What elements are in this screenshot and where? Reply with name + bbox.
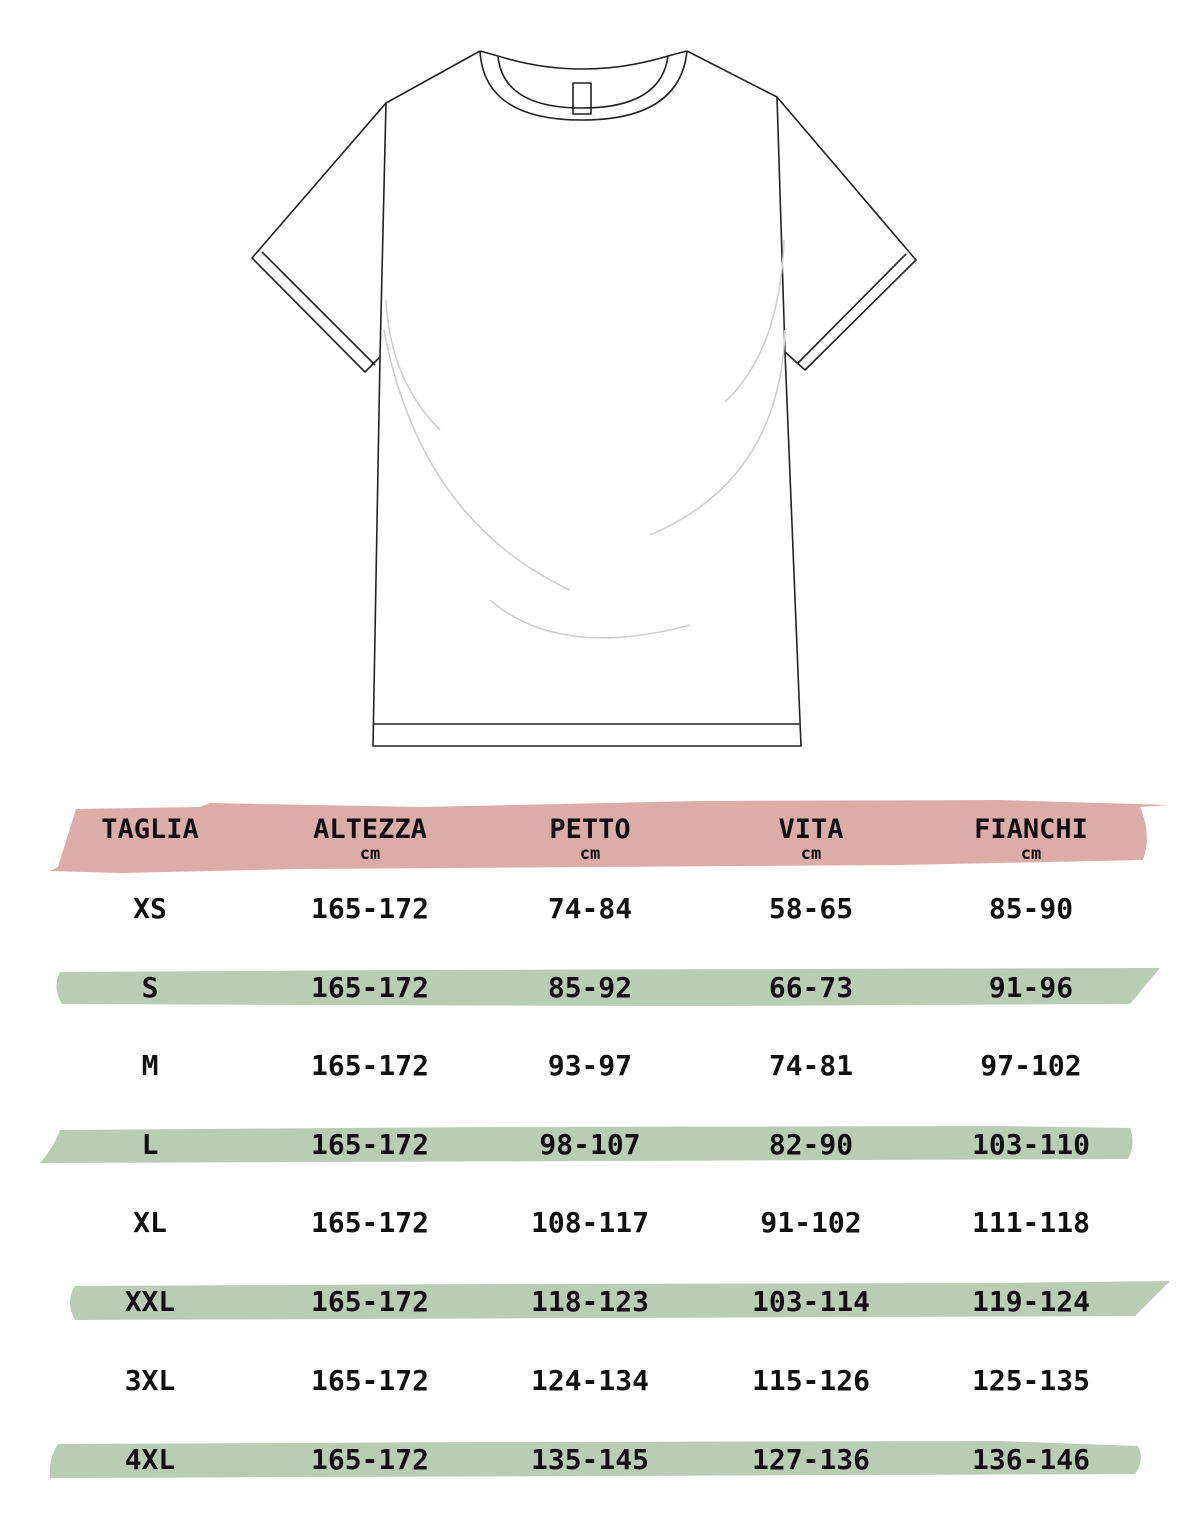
measure-cell-vita: 66-73 [768, 971, 854, 1004]
right-sleeve-cuff [796, 253, 907, 365]
measure-cell-vita: 127-136 [751, 1443, 870, 1476]
column-header-unit: cm [359, 844, 381, 864]
measure-cell-vita: 82-90 [768, 1128, 854, 1161]
column-header-label: VITA [778, 814, 844, 845]
measure-cell-vita: 103-114 [751, 1285, 870, 1318]
column-header-label: PETTO [549, 814, 631, 845]
table-row: XS 165-172 74-84 58-65 85-90 [0, 889, 1200, 929]
row-highlight-band [70, 1281, 1170, 1320]
size-cell: S [141, 971, 159, 1004]
table-row: 3XL 165-172 124-134 115-126 125-135 [0, 1361, 1200, 1401]
size-cell: L [141, 1128, 159, 1161]
size-cell: XL [133, 1206, 167, 1239]
measure-cell-fianchi: 111-118 [971, 1206, 1090, 1239]
measure-cell-petto: 85-92 [547, 971, 633, 1004]
column-header-taglia: TAGLIA [40, 814, 260, 846]
row-highlight-band [49, 1441, 1141, 1478]
size-cell: M [141, 1049, 159, 1082]
column-header-fianchi: FIANCHI cm [921, 814, 1141, 864]
t-shirt-illustration [251, 50, 917, 747]
size-cell: XXL [124, 1285, 176, 1318]
table-row: M 165-172 93-97 74-81 97-102 [0, 1046, 1200, 1086]
table-row: S 165-172 85-92 66-73 91-96 [0, 968, 1200, 1008]
right-armhole-seam [776, 96, 786, 353]
measure-cell-petto: 118-123 [530, 1285, 649, 1318]
measure-cell-altezza: 165-172 [310, 1285, 429, 1318]
table-row: 4XL 165-172 135-145 127-136 136-146 [0, 1440, 1200, 1480]
measure-cell-altezza: 165-172 [310, 971, 429, 1004]
measure-cell-altezza: 165-172 [310, 1206, 429, 1239]
row-highlight-band [40, 1126, 1133, 1163]
measure-cell-vita: 91-102 [760, 1206, 862, 1239]
shirt-body-outline [251, 50, 917, 747]
measure-cell-altezza: 165-172 [310, 1443, 429, 1476]
measure-cell-fianchi: 125-135 [971, 1364, 1090, 1397]
column-header-label: TAGLIA [101, 814, 199, 845]
measure-cell-petto: 124-134 [530, 1364, 649, 1397]
neck-label [572, 82, 592, 115]
size-cell: XS [133, 892, 167, 925]
collar-inner [497, 55, 669, 109]
column-header-petto: PETTO cm [480, 814, 700, 864]
size-cell: 4XL [124, 1443, 176, 1476]
size-cell: 3XL [124, 1364, 176, 1397]
left-sleeve-cuff [261, 251, 376, 366]
measure-cell-petto: 74-84 [547, 892, 633, 925]
measure-cell-vita: 58-65 [768, 892, 854, 925]
column-header-altezza: ALTEZZA cm [260, 814, 480, 864]
column-header-unit: cm [800, 844, 822, 864]
table-row: XL 165-172 108-117 91-102 111-118 [0, 1203, 1200, 1243]
left-armhole-seam [379, 102, 387, 358]
measure-cell-fianchi: 103-110 [971, 1128, 1090, 1161]
column-header-label: ALTEZZA [313, 814, 427, 845]
column-header-vita: VITA cm [701, 814, 921, 864]
column-header-unit: cm [1020, 844, 1042, 864]
table-row: XXL 165-172 118-123 103-114 119-124 [0, 1282, 1200, 1322]
measure-cell-petto: 135-145 [530, 1443, 649, 1476]
measure-cell-fianchi: 91-96 [988, 971, 1074, 1004]
measure-cell-altezza: 165-172 [310, 892, 429, 925]
header-band [50, 800, 1170, 873]
measure-cell-fianchi: 97-102 [980, 1049, 1082, 1082]
measure-cell-petto: 98-107 [539, 1128, 641, 1161]
column-header-label: FIANCHI [974, 814, 1088, 845]
measure-cell-vita: 74-81 [768, 1049, 854, 1082]
fold-shading [383, 239, 786, 639]
table-row: L 165-172 98-107 82-90 103-110 [0, 1125, 1200, 1165]
measure-cell-fianchi: 136-146 [971, 1443, 1090, 1476]
measure-cell-fianchi: 85-90 [988, 892, 1074, 925]
measure-cell-altezza: 165-172 [310, 1128, 429, 1161]
row-highlight-band [56, 968, 1160, 1006]
collar-back [497, 55, 669, 70]
measure-cell-vita: 115-126 [751, 1364, 870, 1397]
measure-cell-petto: 108-117 [530, 1206, 649, 1239]
measure-cell-fianchi: 119-124 [971, 1285, 1090, 1318]
collar-outer [479, 50, 688, 121]
measure-cell-altezza: 165-172 [310, 1049, 429, 1082]
measure-cell-altezza: 165-172 [310, 1364, 429, 1397]
column-header-unit: cm [579, 844, 601, 864]
measure-cell-petto: 93-97 [547, 1049, 633, 1082]
